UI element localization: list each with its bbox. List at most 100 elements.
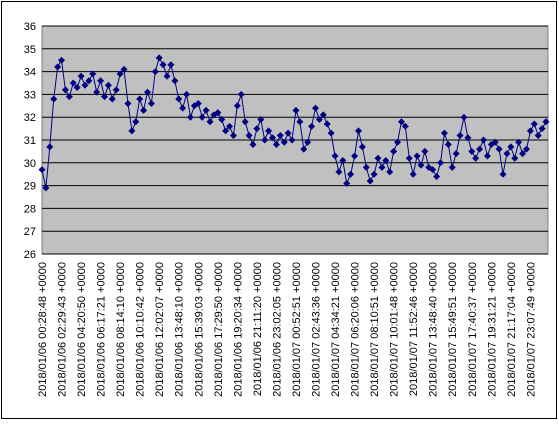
data-point [296, 118, 304, 126]
data-point [128, 127, 136, 135]
data-point [534, 131, 542, 139]
data-point [472, 154, 480, 162]
data-line [41, 56, 547, 189]
data-point [515, 138, 523, 146]
data-point [198, 113, 206, 121]
data-point [241, 118, 249, 126]
data-point [253, 125, 261, 133]
data-point [58, 56, 66, 64]
data-point [378, 163, 386, 171]
data-point [343, 179, 351, 187]
y-tick-label: 32 [24, 112, 36, 124]
data-point [143, 88, 151, 96]
data-point [65, 93, 73, 101]
data-point [413, 152, 421, 160]
data-point [159, 61, 167, 69]
x-tick-label: 2018/01/06 15:39:03 +0000 [193, 262, 205, 397]
data-point [460, 113, 468, 121]
data-point [186, 113, 194, 121]
data-point [522, 145, 530, 153]
data-point [421, 147, 429, 155]
data-point [448, 163, 456, 171]
data-point [73, 84, 81, 92]
x-tick-label: 2018/01/07 08:10:51 +0000 [369, 262, 381, 397]
data-point [495, 145, 503, 153]
data-point [50, 95, 58, 103]
x-tick-label: 2018/01/06 13:48:10 +0000 [174, 262, 186, 397]
data-point [308, 122, 316, 130]
x-tick-label: 2018/01/06 23:02:05 +0000 [271, 262, 283, 397]
x-tick-label: 2018/01/06 19:20:34 +0000 [232, 262, 244, 397]
data-point [124, 100, 132, 108]
data-point [440, 129, 448, 137]
data-point [269, 134, 277, 142]
x-tick-label: 2018/01/06 17:29:50 +0000 [213, 262, 225, 397]
x-tick-label: 2018/01/06 06:17:21 +0000 [96, 262, 108, 397]
data-point [245, 131, 253, 139]
data-point [456, 131, 464, 139]
data-point [81, 81, 89, 89]
data-point [311, 104, 319, 112]
x-tick-label: 2018/01/06 21:11:20 +0000 [252, 262, 264, 396]
data-point [229, 131, 237, 139]
x-tick-label: 2018/01/07 11:52:46 +0000 [408, 262, 420, 396]
data-point [437, 159, 445, 167]
data-point [382, 157, 390, 165]
data-point [468, 147, 476, 155]
data-point [120, 65, 128, 73]
data-point [101, 93, 109, 101]
data-point [335, 168, 343, 176]
x-tick-label: 2018/01/07 17:40:37 +0000 [467, 262, 479, 397]
data-point [54, 63, 62, 71]
data-point [542, 118, 550, 126]
data-point [136, 95, 144, 103]
y-tick-label: 26 [24, 249, 36, 261]
data-point [257, 115, 265, 123]
data-point [417, 161, 425, 169]
y-tick-label: 30 [24, 158, 36, 170]
x-tick-label: 2018/01/06 12:02:07 +0000 [154, 262, 166, 397]
data-point [390, 147, 398, 155]
data-point [433, 172, 441, 180]
data-point [339, 157, 347, 165]
data-point [374, 154, 382, 162]
data-point [194, 100, 202, 108]
data-point [288, 136, 296, 144]
x-tick-label: 2018/01/06 04:20:50 +0000 [76, 262, 88, 397]
x-tick-label: 2018/01/06 10:10:42 +0000 [135, 262, 147, 397]
y-tick-label: 35 [24, 44, 36, 56]
data-point [503, 150, 511, 158]
data-point [171, 77, 179, 85]
data-point [226, 122, 234, 130]
data-point [327, 129, 335, 137]
data-point [386, 168, 394, 176]
data-point [452, 150, 460, 158]
x-tick-label: 2018/01/07 10:01:48 +0000 [389, 262, 401, 397]
x-tick-label: 2018/01/07 04:34:21 +0000 [330, 262, 342, 397]
x-tick-label: 2018/01/07 13:48:40 +0000 [428, 262, 440, 397]
data-point [233, 102, 241, 110]
data-point [464, 134, 472, 142]
data-point [358, 143, 366, 151]
data-point [354, 127, 362, 135]
data-point [507, 143, 515, 151]
data-point [401, 122, 409, 130]
x-tick-label: 2018/01/07 00:52:51 +0000 [291, 262, 303, 397]
data-point [42, 184, 50, 192]
data-point [280, 138, 288, 146]
data-point [284, 129, 292, 137]
data-point [300, 145, 308, 153]
data-point [97, 77, 105, 85]
data-point [370, 170, 378, 178]
data-point [147, 100, 155, 108]
data-point [276, 131, 284, 139]
data-point [347, 170, 355, 178]
data-point [409, 170, 417, 178]
data-point [315, 115, 323, 123]
data-point [394, 138, 402, 146]
data-point [116, 70, 124, 78]
data-point [104, 81, 112, 89]
data-point [331, 152, 339, 160]
data-point [214, 109, 222, 117]
